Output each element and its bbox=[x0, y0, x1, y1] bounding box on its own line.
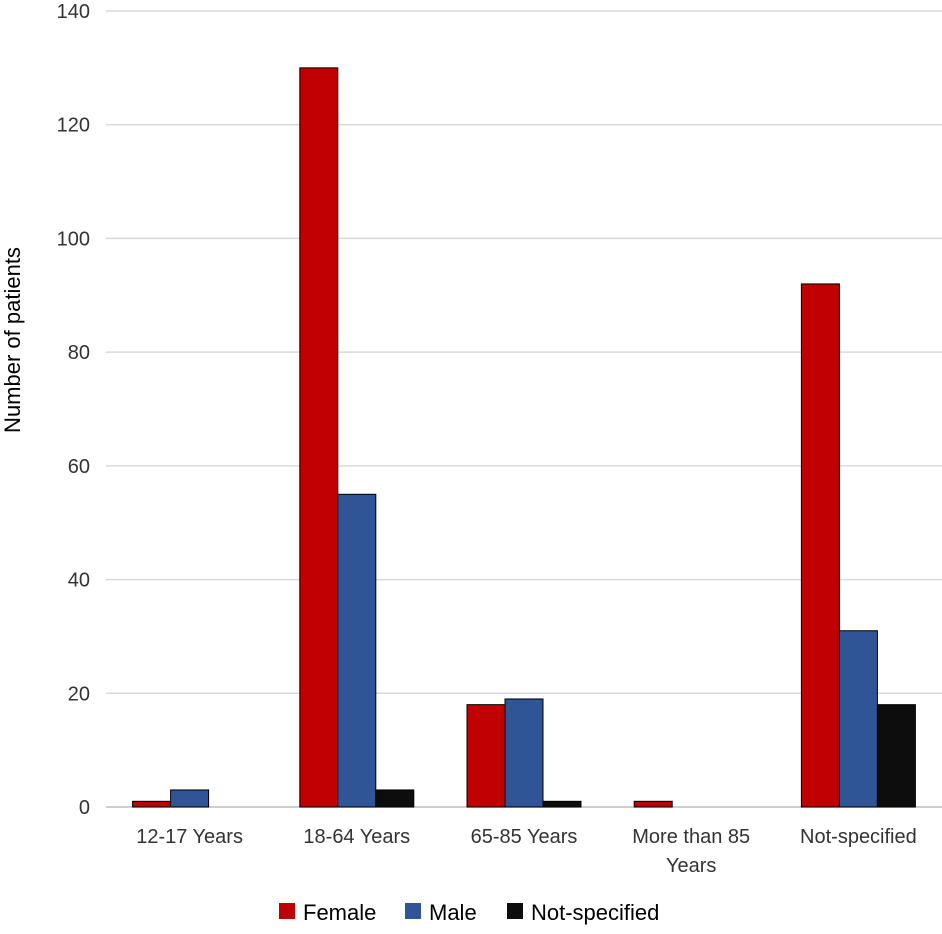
x-category-label: 65-85 Years bbox=[471, 826, 578, 848]
bar-female bbox=[800, 283, 840, 808]
bar-male bbox=[838, 630, 878, 808]
gridlines bbox=[106, 10, 942, 808]
bar-not-specified bbox=[542, 800, 582, 808]
y-tick-label: 40 bbox=[68, 570, 90, 592]
x-category-labels: 12-17 Years 18-64 Years 65-85 Years More th… bbox=[136, 826, 917, 877]
bar-not-specified bbox=[876, 704, 916, 808]
y-tick-label: 80 bbox=[68, 342, 90, 364]
bar-female bbox=[466, 704, 506, 808]
legend-swatch bbox=[279, 903, 295, 919]
y-tick-label: 140 bbox=[57, 1, 90, 23]
y-tick-label: 0 bbox=[79, 797, 90, 819]
x-category-label: Not-specified bbox=[800, 826, 917, 848]
legend: Female Male Not-specified bbox=[279, 900, 659, 925]
bars bbox=[132, 67, 916, 808]
x-category-label: 12-17 Years bbox=[136, 826, 243, 848]
x-category-label: More than 85 Years bbox=[632, 826, 750, 877]
legend-label: Male bbox=[429, 900, 477, 925]
y-tick-labels: 0 20 40 60 80 100 120 140 bbox=[57, 1, 90, 819]
legend-swatch bbox=[507, 903, 523, 919]
bar-female bbox=[299, 67, 339, 808]
y-tick-label: 100 bbox=[57, 228, 90, 250]
legend-label: Female bbox=[303, 900, 376, 925]
legend-swatch bbox=[405, 903, 421, 919]
bar-female bbox=[132, 800, 172, 808]
bar-male bbox=[337, 493, 377, 808]
y-tick-label: 20 bbox=[68, 683, 90, 705]
bar-male bbox=[170, 789, 210, 808]
y-tick-label: 120 bbox=[57, 115, 90, 137]
bar-female bbox=[633, 800, 673, 808]
y-tick-label: 60 bbox=[68, 456, 90, 478]
y-axis-title: Number of patients bbox=[0, 247, 25, 433]
legend-label: Not-specified bbox=[531, 900, 659, 925]
x-category-label: 18-64 Years bbox=[303, 826, 410, 848]
bar-male bbox=[504, 698, 544, 808]
bar-not-specified bbox=[375, 789, 415, 808]
